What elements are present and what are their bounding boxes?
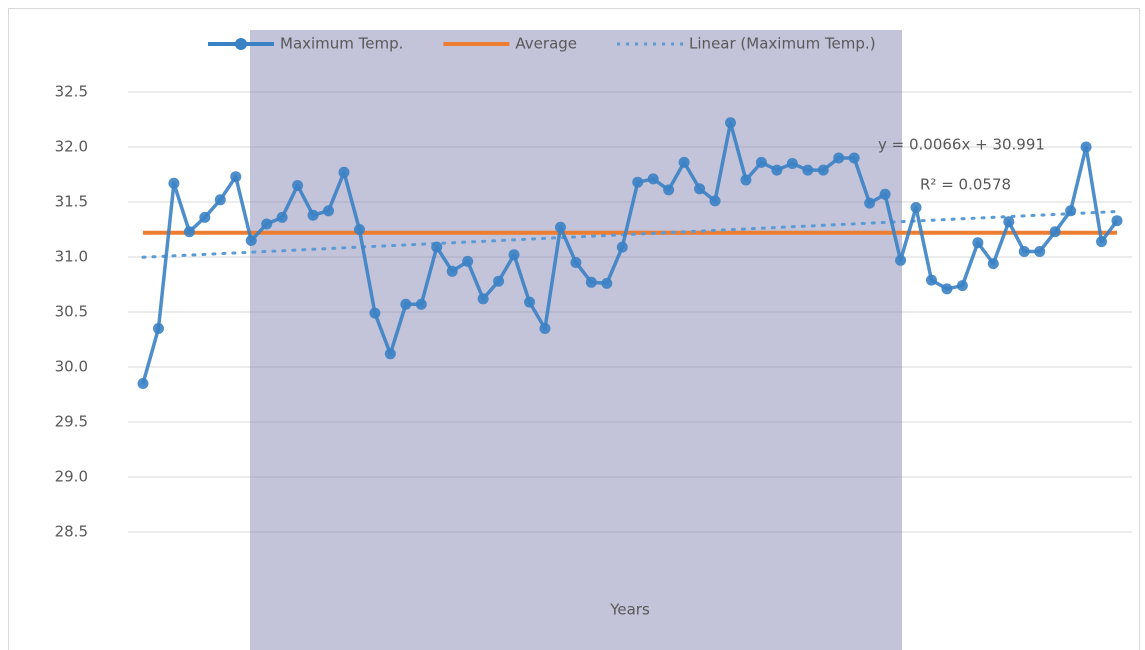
data-point bbox=[168, 178, 179, 189]
data-point bbox=[230, 171, 241, 182]
data-point bbox=[617, 242, 628, 253]
data-point bbox=[679, 157, 690, 168]
data-point bbox=[338, 167, 349, 178]
data-point bbox=[369, 308, 380, 319]
data-point bbox=[292, 180, 303, 191]
data-point bbox=[818, 165, 829, 176]
data-point bbox=[926, 275, 937, 286]
y-tick-label: 30.0 bbox=[55, 358, 88, 376]
data-point bbox=[138, 378, 149, 389]
data-point bbox=[184, 226, 195, 237]
data-point bbox=[555, 222, 566, 233]
data-point bbox=[261, 219, 272, 230]
data-point bbox=[663, 184, 674, 195]
data-point bbox=[740, 175, 751, 186]
y-tick-label: 31.5 bbox=[55, 193, 88, 211]
annotation: R² = 0.0578 bbox=[920, 176, 1011, 194]
data-point bbox=[941, 283, 952, 294]
page: {"chart_data": { "type": "line", "x_labe… bbox=[0, 0, 1145, 650]
data-point bbox=[1019, 246, 1030, 257]
chart: Years y = 0.0066x + 30.991 R² = 0.0578 2… bbox=[0, 0, 1145, 650]
data-point bbox=[277, 212, 288, 223]
data-point bbox=[802, 165, 813, 176]
data-point bbox=[864, 198, 875, 209]
data-point bbox=[895, 255, 906, 266]
data-point bbox=[431, 242, 442, 253]
data-point bbox=[694, 183, 705, 194]
data-point bbox=[1081, 142, 1092, 153]
y-tick-label: 29.0 bbox=[55, 468, 88, 486]
y-tick-label: 32.0 bbox=[55, 138, 88, 156]
data-point bbox=[771, 165, 782, 176]
data-point bbox=[539, 323, 550, 334]
data-point bbox=[323, 205, 334, 216]
data-point bbox=[1050, 226, 1061, 237]
data-point bbox=[911, 202, 922, 213]
data-point bbox=[354, 224, 365, 235]
data-point bbox=[586, 277, 597, 288]
data-point bbox=[725, 117, 736, 128]
watermark bbox=[250, 30, 902, 650]
y-tick-label: 30.5 bbox=[55, 303, 88, 321]
y-tick-label: 31.0 bbox=[55, 248, 88, 266]
data-point bbox=[710, 195, 721, 206]
data-point bbox=[153, 323, 164, 334]
legend-label: Average bbox=[515, 35, 577, 53]
data-point bbox=[246, 235, 257, 246]
data-point bbox=[849, 153, 860, 164]
data-point bbox=[1034, 246, 1045, 257]
legend-marker bbox=[235, 38, 247, 50]
annotation: y = 0.0066x + 30.991 bbox=[878, 136, 1045, 154]
data-point bbox=[787, 158, 798, 169]
data-point bbox=[1065, 205, 1076, 216]
data-point bbox=[524, 297, 535, 308]
legend-label: Maximum Temp. bbox=[280, 35, 403, 53]
data-point bbox=[880, 189, 891, 200]
legend-label: Linear (Maximum Temp.) bbox=[689, 35, 876, 53]
data-point bbox=[756, 157, 767, 168]
data-point bbox=[215, 194, 226, 205]
data-point bbox=[447, 266, 458, 277]
data-point bbox=[1096, 236, 1107, 247]
data-point bbox=[199, 212, 210, 223]
data-point bbox=[308, 210, 319, 221]
data-point bbox=[1112, 215, 1123, 226]
data-point bbox=[509, 249, 520, 260]
data-point bbox=[478, 293, 489, 304]
data-point bbox=[416, 299, 427, 310]
y-tick-label: 32.5 bbox=[55, 83, 88, 101]
data-point bbox=[632, 177, 643, 188]
y-tick-label: 28.5 bbox=[55, 523, 88, 541]
data-point bbox=[462, 256, 473, 267]
data-point bbox=[988, 258, 999, 269]
data-point bbox=[400, 299, 411, 310]
data-point bbox=[972, 237, 983, 248]
data-point bbox=[493, 276, 504, 287]
x-axis-title: Years bbox=[609, 601, 650, 619]
data-point bbox=[570, 257, 581, 268]
data-point bbox=[385, 348, 396, 359]
data-point bbox=[1003, 216, 1014, 227]
data-point bbox=[833, 153, 844, 164]
data-point bbox=[648, 173, 659, 184]
data-point bbox=[601, 278, 612, 289]
y-tick-label: 29.5 bbox=[55, 413, 88, 431]
data-point bbox=[957, 280, 968, 291]
